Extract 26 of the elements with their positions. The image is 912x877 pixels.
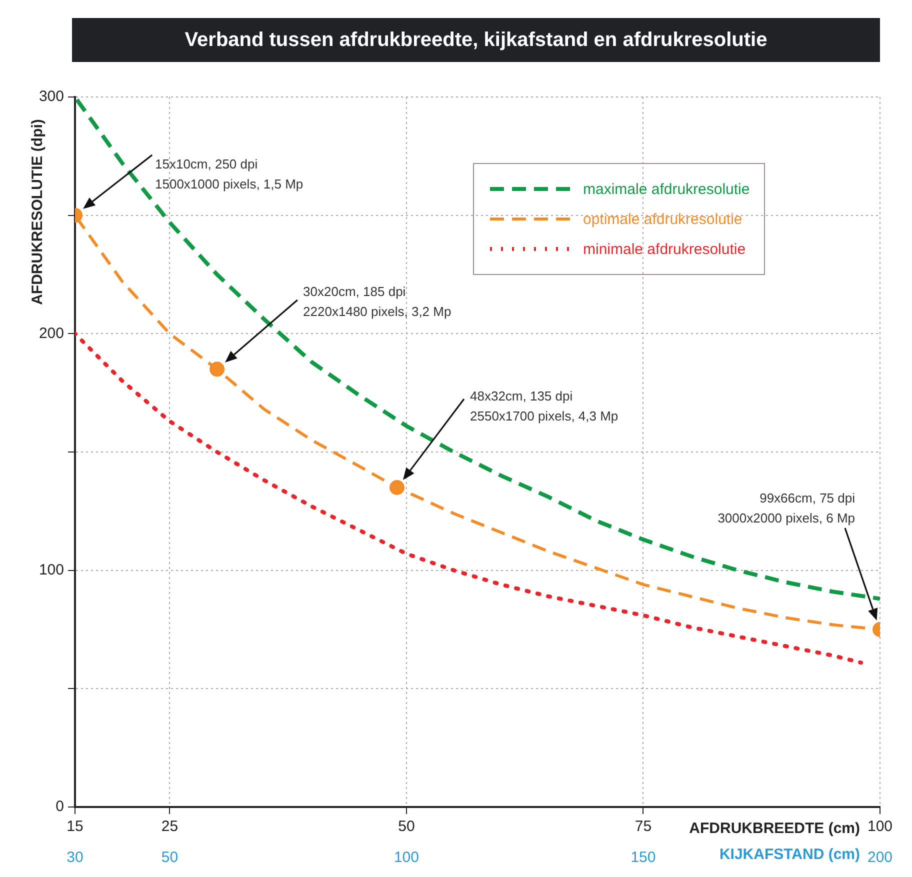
annotation: 48x32cm, 135 dpi 2550x1700 pixels, 4,3 Mp — [470, 388, 618, 424]
text: optimale afdrukresolutie — [583, 210, 742, 228]
y-tick-label: 300 — [38, 88, 64, 106]
x-axis-title: AFDRUKBREEDTE (cm) — [689, 820, 860, 838]
x2-tick-label: 100 — [394, 849, 419, 866]
x2-axis-title: KIJKAFSTAND (cm) — [719, 846, 860, 864]
annotation: 99x66cm, 75 dpi 3000x2000 pixels, 6 Mp — [718, 490, 856, 526]
x-tick-label: 75 — [634, 818, 652, 836]
y-tick-label: 100 — [38, 561, 64, 578]
x2-tick-label: 50 — [161, 849, 178, 866]
x-tick-label: 100 — [867, 818, 893, 836]
text: maximale afdrukresolutie — [583, 180, 750, 198]
text: minimale afdrukresolutie — [583, 240, 746, 258]
annotation: 30x20cm, 185 dpi 2220x1480 pixels, 3,2 Mp — [303, 284, 452, 320]
x-tick-label: 25 — [161, 818, 178, 836]
annotation: 15x10cm, 250 dpi 1500x1000 pixels, 1,5 Mp — [155, 156, 304, 192]
y-tick-label: 200 — [38, 324, 64, 342]
line-series — [75, 332, 864, 665]
x-tick-label: 15 — [66, 818, 84, 836]
chart-title: Verband tussen afdrukbreedte, kijkafstand en afdrukresolutie — [72, 18, 880, 62]
y-axis-title: AFDRUKRESOLUTIE (dpi) — [29, 119, 46, 305]
x2-tick-label: 200 — [867, 849, 893, 866]
x-tick-label: 50 — [398, 818, 415, 836]
x2-tick-label: 150 — [630, 849, 656, 866]
y-tick-label: 0 — [56, 798, 64, 816]
x2-tick-label: 30 — [66, 849, 84, 866]
